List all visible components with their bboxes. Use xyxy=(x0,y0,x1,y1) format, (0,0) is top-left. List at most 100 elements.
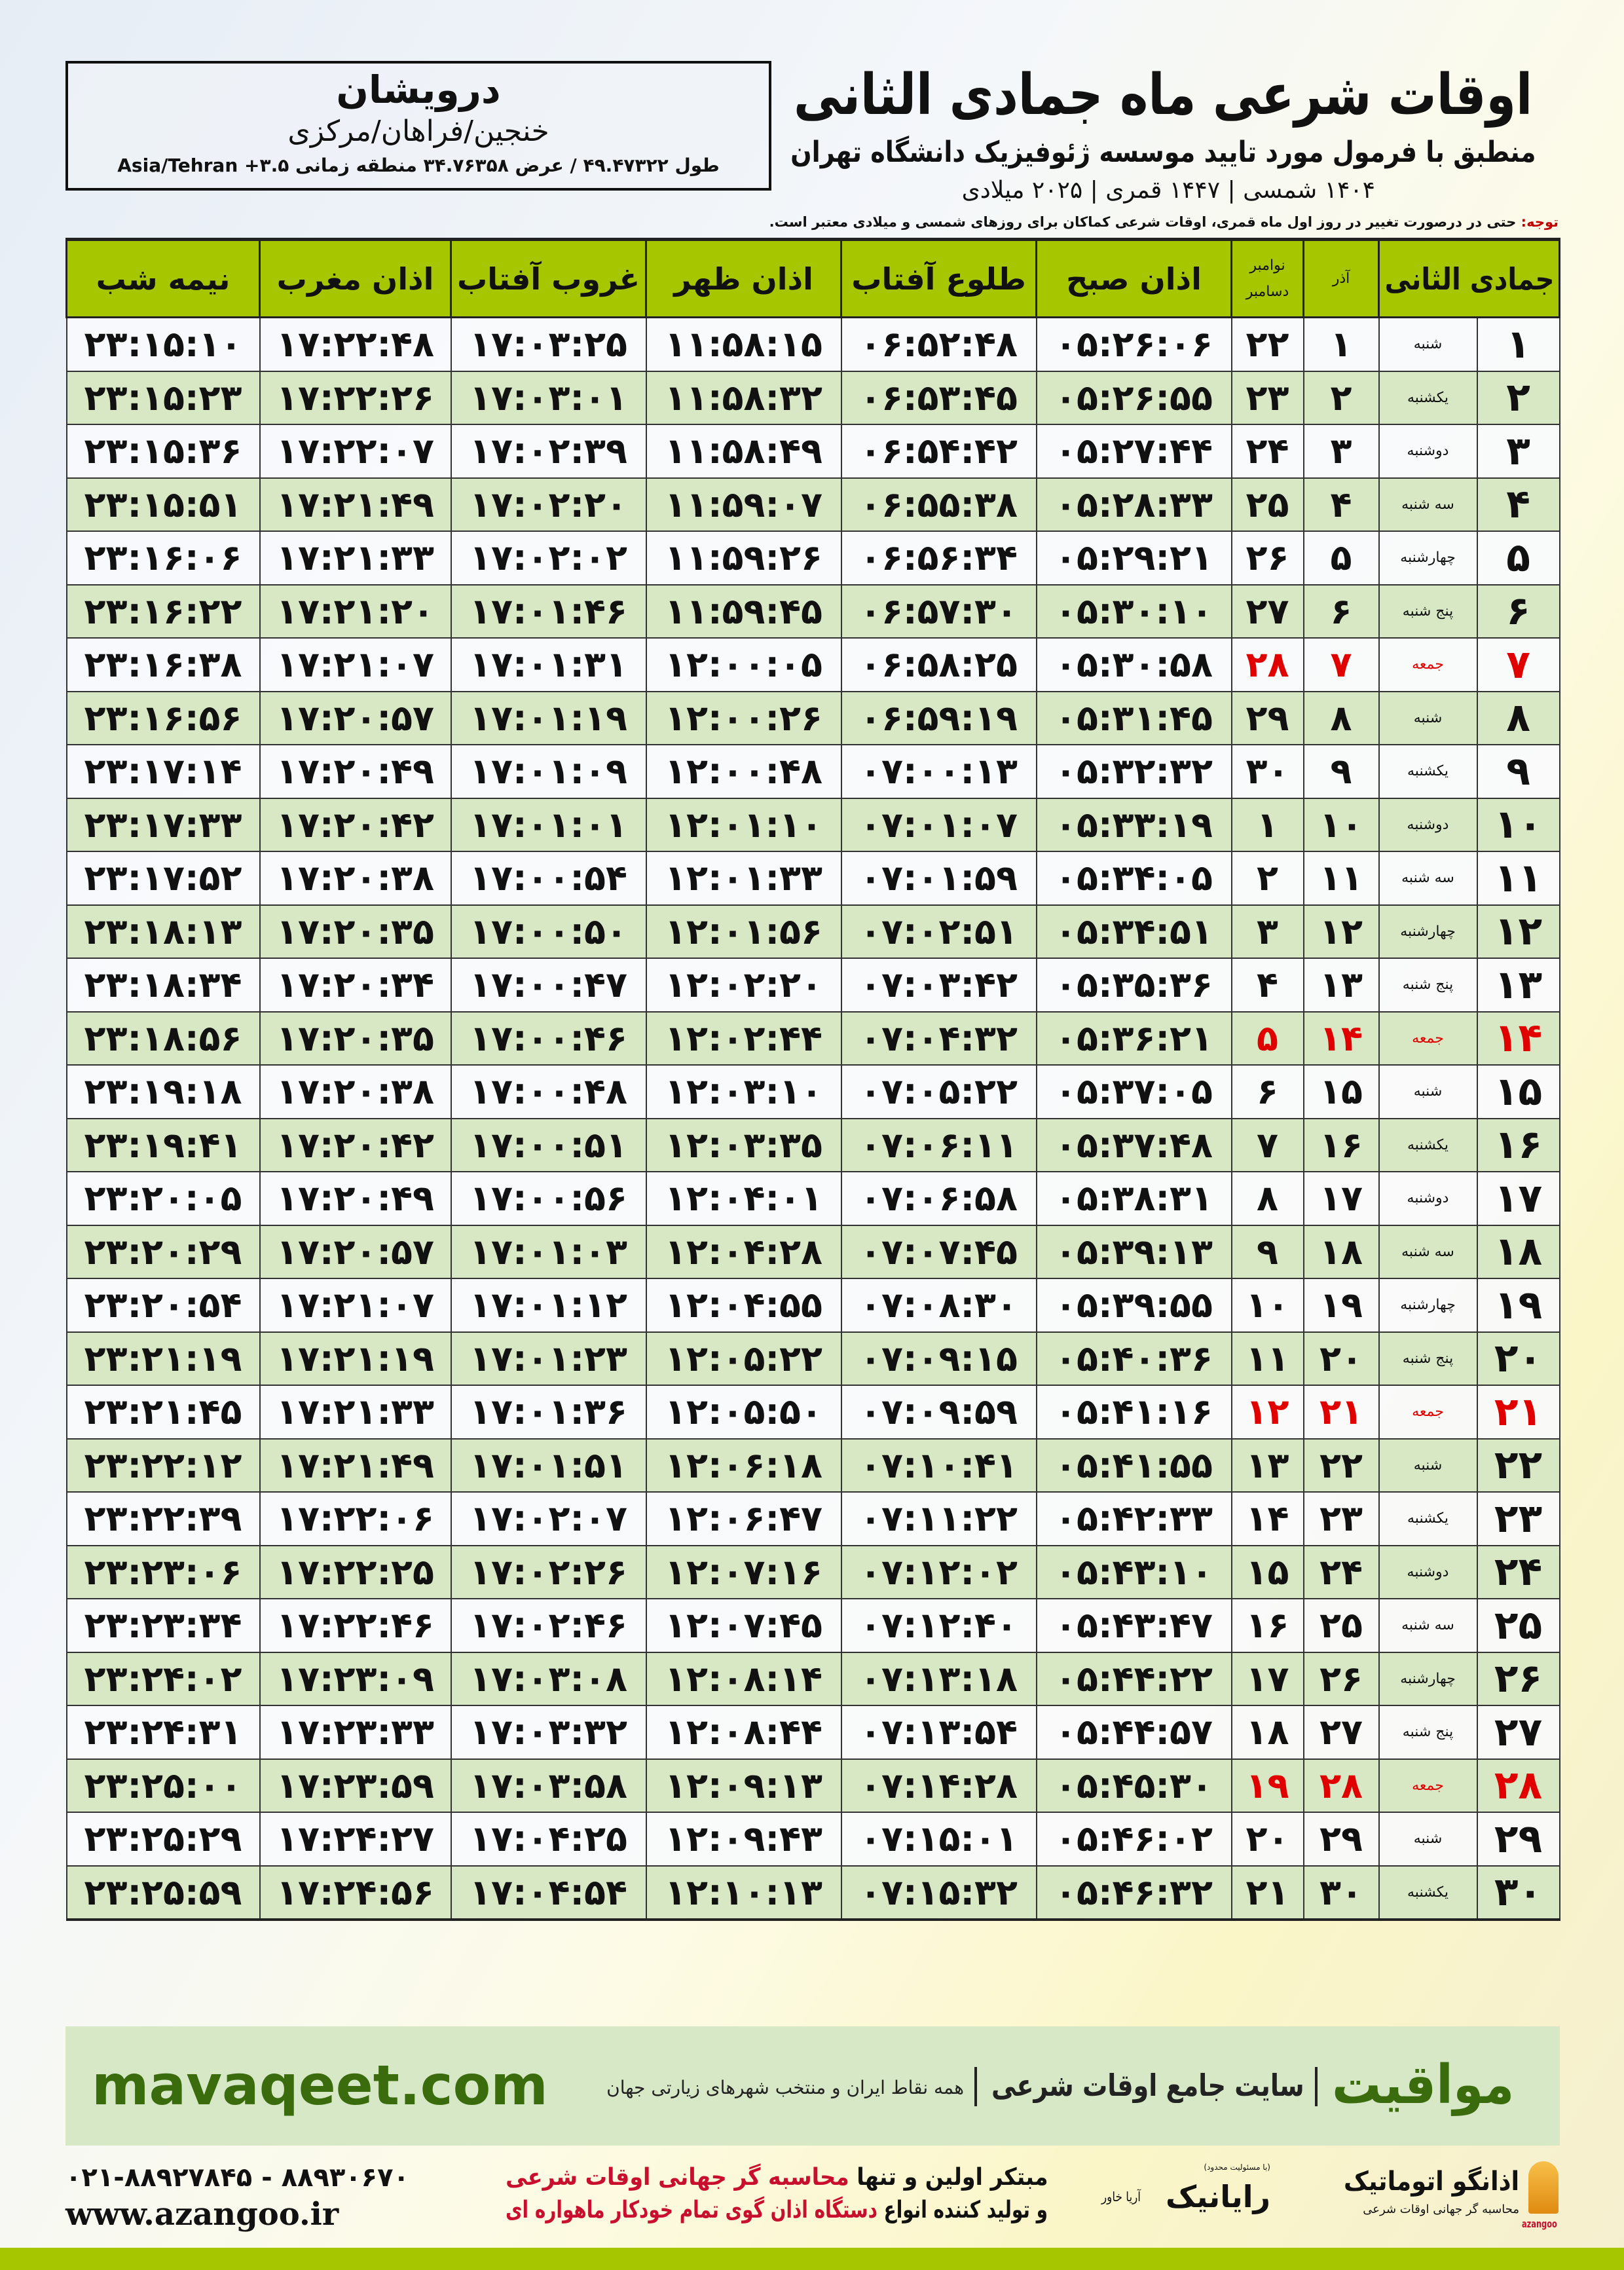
azar-day: ۲۹ xyxy=(1320,1818,1363,1860)
dhuhr-time-cell: ۱۲:۰۱:۵۶ xyxy=(645,904,842,959)
table-row: ۱۷ دوشنبه ۱۷ ۸ ۰۵:۳۸:۳۱ ۰۷:۰۶:۵۸ ۱۲:۰۴:۰۱ ۱۷:۰۰… xyxy=(65,1171,1560,1226)
fajr-time-cell: ۰۵:۲۶:۰۶ xyxy=(1035,316,1232,372)
fajr-time: ۰۵:۲۶:۵۵ xyxy=(1055,377,1213,419)
gregorian-day-cell: ۱۸ xyxy=(1230,1705,1304,1760)
hijri-day: ۲۴ xyxy=(1494,1549,1543,1595)
dhuhr-time-cell: ۱۲:۰۰:۴۸ xyxy=(645,744,842,799)
gregorian-day: ۱۰ xyxy=(1246,1284,1289,1326)
maghrib-time: ۱۷:۲۴:۲۷ xyxy=(276,1818,434,1860)
maghrib-time: ۱۷:۲۱:۰۷ xyxy=(276,1284,434,1326)
sunset-time-cell: ۱۷:۰۰:۴۸ xyxy=(450,1064,647,1119)
maghrib-time: ۱۷:۲۱:۲۰ xyxy=(276,590,434,632)
maghrib-time: ۱۷:۲۲:۰۶ xyxy=(276,1498,434,1540)
gregorian-day: ۱۲ xyxy=(1246,1391,1289,1433)
sunset-time-cell: ۱۷:۰۲:۰۷ xyxy=(450,1491,647,1546)
midnight-time: ۲۳:۱۷:۱۴ xyxy=(84,751,242,792)
dhuhr-time: ۱۲:۰۸:۱۴ xyxy=(665,1658,822,1700)
table-header-row: جمادی الثانی آذر نوامبر دسامبر اذان صبح … xyxy=(65,238,1561,318)
ad-line2: و تولید کننده انواع دستگاه اذان گوی تمام… xyxy=(504,2194,1048,2227)
maghrib-time: ۱۷:۲۱:۳۳ xyxy=(276,537,434,579)
maghrib-time-cell: ۱۷:۲۱:۰۷ xyxy=(259,1278,452,1333)
ad-line1-b: محاسبه گر جهانی اوقات شرعی xyxy=(505,2164,849,2191)
maghrib-time-cell: ۱۷:۲۲:۴۶ xyxy=(259,1598,452,1653)
gregorian-day-cell: ۲۵ xyxy=(1230,477,1304,532)
gregorian-day-cell: ۲۷ xyxy=(1230,584,1304,639)
dhuhr-time-cell: ۱۲:۰۴:۰۱ xyxy=(645,1171,842,1226)
sunrise-time: ۰۶:۵۵:۳۸ xyxy=(860,483,1018,525)
fajr-time-cell: ۰۵:۴۱:۱۶ xyxy=(1035,1385,1232,1440)
sunrise-time: ۰۷:۰۶:۱۱ xyxy=(860,1124,1018,1166)
fajr-time-cell: ۰۵:۳۵:۳۶ xyxy=(1035,958,1232,1013)
sunrise-time-cell: ۰۶:۵۸:۲۵ xyxy=(840,637,1037,692)
maghrib-time: ۱۷:۲۰:۳۴ xyxy=(276,964,434,1006)
sunrise-time-cell: ۰۷:۰۷:۴۵ xyxy=(840,1224,1037,1279)
midnight-time: ۲۳:۲۰:۵۴ xyxy=(84,1284,242,1326)
midnight-time-cell: ۲۳:۲۲:۱۲ xyxy=(65,1438,261,1493)
azar-day-cell: ۲۹ xyxy=(1302,1812,1380,1867)
azar-day-cell: ۲۲ xyxy=(1302,1438,1380,1493)
hijri-day: ۲۲ xyxy=(1494,1442,1543,1489)
weekday: چهارشنبه xyxy=(1400,549,1456,567)
gregorian-day: ۳ xyxy=(1257,910,1278,952)
ad-line2-b: دستگاه اذان گوی تمام خودکار ماهواره ای xyxy=(506,2197,878,2223)
header-dhuhr: اذان ظهر xyxy=(674,261,813,297)
gregorian-day: ۲۲ xyxy=(1246,324,1289,365)
header-sunrise-cell: طلوع آفتاب xyxy=(840,238,1037,318)
azar-day: ۲ xyxy=(1330,377,1352,419)
weekday: شنبه xyxy=(1413,709,1443,726)
sunrise-time-cell: ۰۷:۰۱:۰۷ xyxy=(840,797,1037,852)
maghrib-time: ۱۷:۲۰:۳۸ xyxy=(276,1071,434,1113)
fajr-time: ۰۵:۴۳:۱۰ xyxy=(1055,1551,1213,1593)
midnight-time: ۲۳:۲۰:۰۵ xyxy=(84,1178,242,1219)
rayanik-logo: (با مسئولیت محدود) رایانیک آریا خاور xyxy=(1100,2161,1270,2233)
fajr-time-cell: ۰۵:۳۹:۱۳ xyxy=(1035,1224,1232,1279)
dhuhr-time: ۱۲:۰۰:۲۶ xyxy=(665,697,822,739)
maghrib-time-cell: ۱۷:۲۳:۰۹ xyxy=(259,1651,452,1706)
contact-website[interactable]: www.azangoo.ir xyxy=(65,2196,339,2233)
header-sunset-cell: غروب آفتاب xyxy=(450,238,647,318)
hijri-day: ۲۳ xyxy=(1494,1495,1543,1542)
promo-url[interactable]: mavaqeet.com xyxy=(92,2053,548,2117)
maghrib-time: ۱۷:۲۰:۵۷ xyxy=(276,1231,434,1273)
sunset-time: ۱۷:۰۰:۴۷ xyxy=(470,964,627,1006)
weekday-cell: سه شنبه xyxy=(1378,477,1478,532)
sunrise-time-cell: ۰۷:۰۲:۵۱ xyxy=(840,904,1037,959)
hijri-day: ۲۷ xyxy=(1494,1709,1543,1755)
dhuhr-time-cell: ۱۲:۰۹:۴۳ xyxy=(645,1812,842,1867)
gregorian-day-cell: ۲۰ xyxy=(1230,1812,1304,1867)
sunset-time-cell: ۱۷:۰۱:۳۶ xyxy=(450,1385,647,1440)
gregorian-day: ۲ xyxy=(1257,857,1278,899)
header-dhuhr-cell: اذان ظهر xyxy=(645,238,842,318)
azangoo-en-box: azangoo xyxy=(1522,2218,1559,2231)
ad-line1: مبتکر اولین و تنها محاسبه گر جهانی اوقات… xyxy=(504,2161,1048,2194)
gregorian-day: ۱۹ xyxy=(1246,1764,1289,1806)
azar-day-cell: ۱۳ xyxy=(1302,958,1380,1013)
sunrise-time-cell: ۰۶:۵۷:۳۰ xyxy=(840,584,1037,639)
dhuhr-time-cell: ۱۲:۰۴:۲۸ xyxy=(645,1224,842,1279)
weekday-cell: جمعه xyxy=(1378,637,1478,692)
weekday-cell: یکشنبه xyxy=(1378,370,1478,425)
note-content: توجه: حتی در درصورت تغییر در روز اول ماه… xyxy=(769,211,1559,233)
midnight-time-cell: ۲۳:۲۵:۵۹ xyxy=(65,1865,261,1921)
sunset-time-cell: ۱۷:۰۰:۵۱ xyxy=(450,1117,647,1172)
hijri-day-cell: ۲۵ xyxy=(1476,1598,1560,1653)
dhuhr-time: ۱۲:۰۳:۱۰ xyxy=(665,1071,822,1113)
weekday: دوشنبه xyxy=(1407,816,1449,833)
hijri-day-cell: ۱۶ xyxy=(1476,1117,1560,1172)
promo-url-box: mavaqeet.com xyxy=(92,2053,550,2118)
dhuhr-time-cell: ۱۲:۰۹:۱۳ xyxy=(645,1758,842,1813)
fajr-time: ۰۵:۳۷:۴۸ xyxy=(1055,1124,1213,1166)
location-name-row: درویشان xyxy=(75,66,762,113)
table-row: ۲۳ یکشنبه ۲۳ ۱۴ ۰۵:۴۲:۳۳ ۰۷:۱۱:۲۲ ۱۲:۰۶:۴۷ ۱۷:۰… xyxy=(65,1491,1560,1546)
azar-day-cell: ۱۰ xyxy=(1302,797,1380,852)
dhuhr-time: ۱۱:۵۹:۲۶ xyxy=(665,537,822,579)
header-hijri-cell: جمادی الثانی xyxy=(1377,238,1561,318)
maghrib-time-cell: ۱۷:۲۰:۴۲ xyxy=(259,1117,452,1172)
midnight-time: ۲۳:۱۵:۲۳ xyxy=(84,377,242,419)
fajr-time-cell: ۰۵:۳۰:۱۰ xyxy=(1035,584,1232,639)
sunrise-time-cell: ۰۷:۰۹:۵۹ xyxy=(840,1385,1037,1440)
weekday-cell: چهارشنبه xyxy=(1378,1278,1478,1333)
gregorian-day-cell: ۷ xyxy=(1230,1117,1304,1172)
weekday-cell: شنبه xyxy=(1378,1064,1478,1119)
hijri-day-cell: ۷ xyxy=(1476,637,1560,692)
